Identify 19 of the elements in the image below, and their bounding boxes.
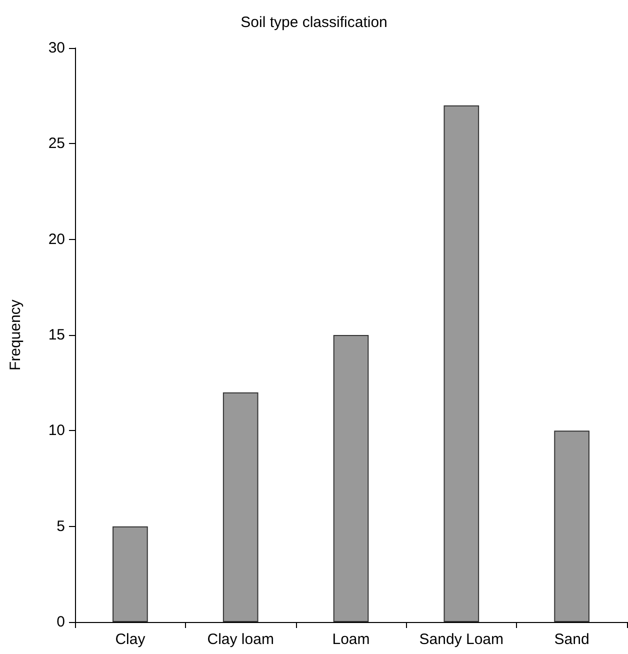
y-tick-label: 10 [48,422,65,440]
y-tick-label: 25 [48,135,65,152]
x-tick-label: Clay [115,631,146,648]
y-axis-title: Frequency [7,299,24,370]
y-tick-label: 20 [48,230,65,248]
bar [554,430,590,622]
y-tick-label: 0 [56,614,65,630]
chart-title: Soil type classification [240,14,388,31]
x-tick-label: Sand [554,631,590,648]
x-tick-label: Sandy Loam [419,631,504,648]
x-tick-label: Loam [332,631,370,648]
y-tick-label: 5 [56,518,65,535]
bar [444,105,480,622]
bar [112,526,148,622]
bar [333,335,369,622]
x-tick-label: Clay loam [207,631,274,648]
bar [222,392,258,622]
y-tick-label: 15 [48,326,65,344]
y-tick-label: 30 [48,40,65,56]
